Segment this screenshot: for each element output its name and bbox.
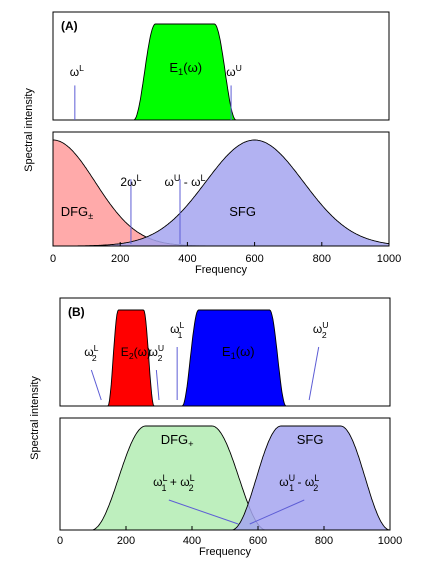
x-tick-label: 200 [117, 535, 135, 547]
series-label-dfg: DFG± [61, 204, 94, 221]
marker-label-difference: ωU 1 - ωL 2 [279, 473, 319, 493]
x-tick-label: 400 [183, 535, 201, 547]
marker-line [249, 499, 305, 525]
x-tick-label: 400 [178, 253, 196, 265]
marker-label-omega2-u-right: ωU 2 [313, 320, 329, 340]
marker-label-2omega-l: 2ωL [120, 173, 141, 189]
panel-a: 0 200 400 600 800 1000 Frequency Spectral inten… [23, 11, 401, 276]
x-tick-label: 200 [111, 253, 129, 265]
x-tick-label: 0 [57, 535, 63, 547]
panel-b: 0 200 400 600 800 1000 Frequency Spectral inten… [29, 297, 402, 558]
plot-frame [52, 11, 390, 121]
marker-label-omega1-l: ωL 1 [170, 320, 184, 340]
y-axis-label: Spectral intensity [23, 88, 35, 172]
marker-label-omega-u: ωU [226, 63, 242, 79]
series-label-e1: E1(ω) [222, 344, 255, 361]
marker-label-omega-l: ωL [70, 63, 84, 79]
marker-line [168, 499, 239, 525]
x-tick-label: 600 [245, 253, 263, 265]
x-tick-label: 600 [249, 535, 267, 547]
x-tick-label: 1000 [377, 253, 401, 265]
panel-label: (A) [61, 19, 78, 33]
series-area-sfg [53, 139, 390, 247]
x-axis-label: Frequency [199, 546, 251, 558]
x-axis-label: Frequency [195, 264, 247, 276]
series-label-sfg: SFG [297, 432, 324, 447]
marker-label-omega2-u: ωU 2 [149, 343, 165, 363]
y-axis-label: Spectral intensity [29, 376, 41, 460]
x-tick-label: 1000 [378, 535, 402, 547]
plot-frame [59, 297, 391, 407]
series-label-sfg: SFG [229, 204, 256, 219]
series-label-dfg-plus: DFG+ [161, 432, 194, 449]
subplot-top [59, 297, 391, 407]
marker-label-omega-u-minus-l: ωU - ωL [165, 173, 206, 189]
series-label-e2: E2(ω) [121, 345, 151, 361]
x-tick-label: 800 [315, 535, 333, 547]
x-tick-label: 0 [50, 253, 56, 265]
marker-label-omega2-l: ωL 2 [84, 343, 98, 363]
marker-line [155, 369, 160, 401]
subplot-top [52, 11, 390, 121]
marker-label-sum: ωL 1 + ωL 2 [153, 473, 194, 493]
panel-label: (B) [68, 305, 85, 319]
plot-frame [59, 417, 391, 531]
plot-frame [52, 131, 390, 247]
marker-line [90, 369, 102, 401]
subplot-bottom [52, 131, 390, 247]
series-label-e1: E1(ω) [169, 60, 202, 77]
subplot-bottom [59, 417, 391, 531]
marker-line [308, 346, 320, 401]
x-tick-label: 800 [313, 253, 331, 265]
